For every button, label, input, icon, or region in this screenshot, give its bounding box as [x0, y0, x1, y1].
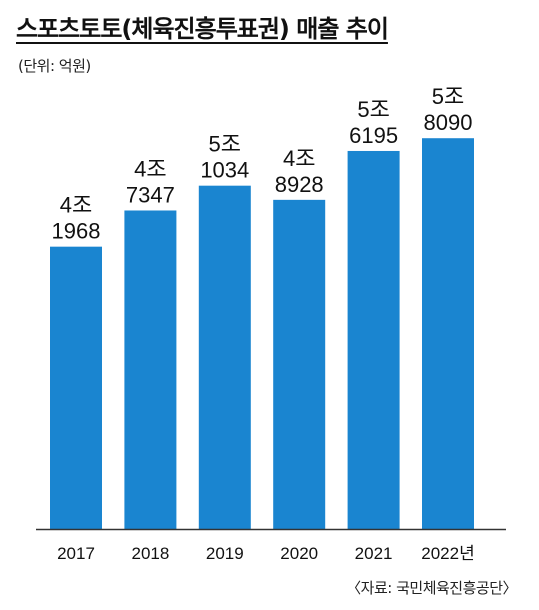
bar-2019	[198, 185, 251, 529]
data-label-2019-upper: 5조	[209, 132, 241, 157]
x-tick-label-2022년: 2022년	[421, 544, 474, 563]
data-label-2022년-lower: 8090	[424, 110, 473, 135]
unit-label: (단위: 억원)	[18, 57, 91, 75]
x-tick-label-2020: 2020	[280, 544, 318, 563]
x-tick-label-2021: 2021	[355, 544, 393, 563]
data-label-2021-upper: 5조	[357, 97, 389, 122]
source-note: 〈자료: 국민체육진흥공단〉	[346, 579, 517, 597]
data-label-2017-lower: 1968	[52, 219, 101, 244]
data-label-2020-upper: 4조	[283, 146, 315, 171]
data-label-2018-upper: 4조	[134, 156, 166, 181]
data-label-2022년-upper: 5조	[432, 84, 464, 109]
data-label-2017-upper: 4조	[60, 193, 92, 218]
data-label-2018-lower: 7347	[126, 182, 175, 207]
bar-2020	[273, 199, 326, 529]
data-label-2019-lower: 1034	[200, 158, 249, 183]
data-label-2020-lower: 8928	[275, 172, 324, 197]
x-tick-label-2019: 2019	[206, 544, 244, 563]
bar-2017	[50, 246, 102, 530]
x-tick-label-2018: 2018	[131, 544, 169, 563]
bar-2021	[347, 150, 400, 529]
chart-title: 스포츠토토(체육진흥투표권) 매출 추이	[16, 15, 389, 43]
bar-2018	[124, 210, 177, 529]
data-label-2021-lower: 6195	[349, 123, 398, 148]
x-tick-label-2017: 2017	[57, 544, 95, 563]
bar-2022년	[422, 138, 474, 530]
